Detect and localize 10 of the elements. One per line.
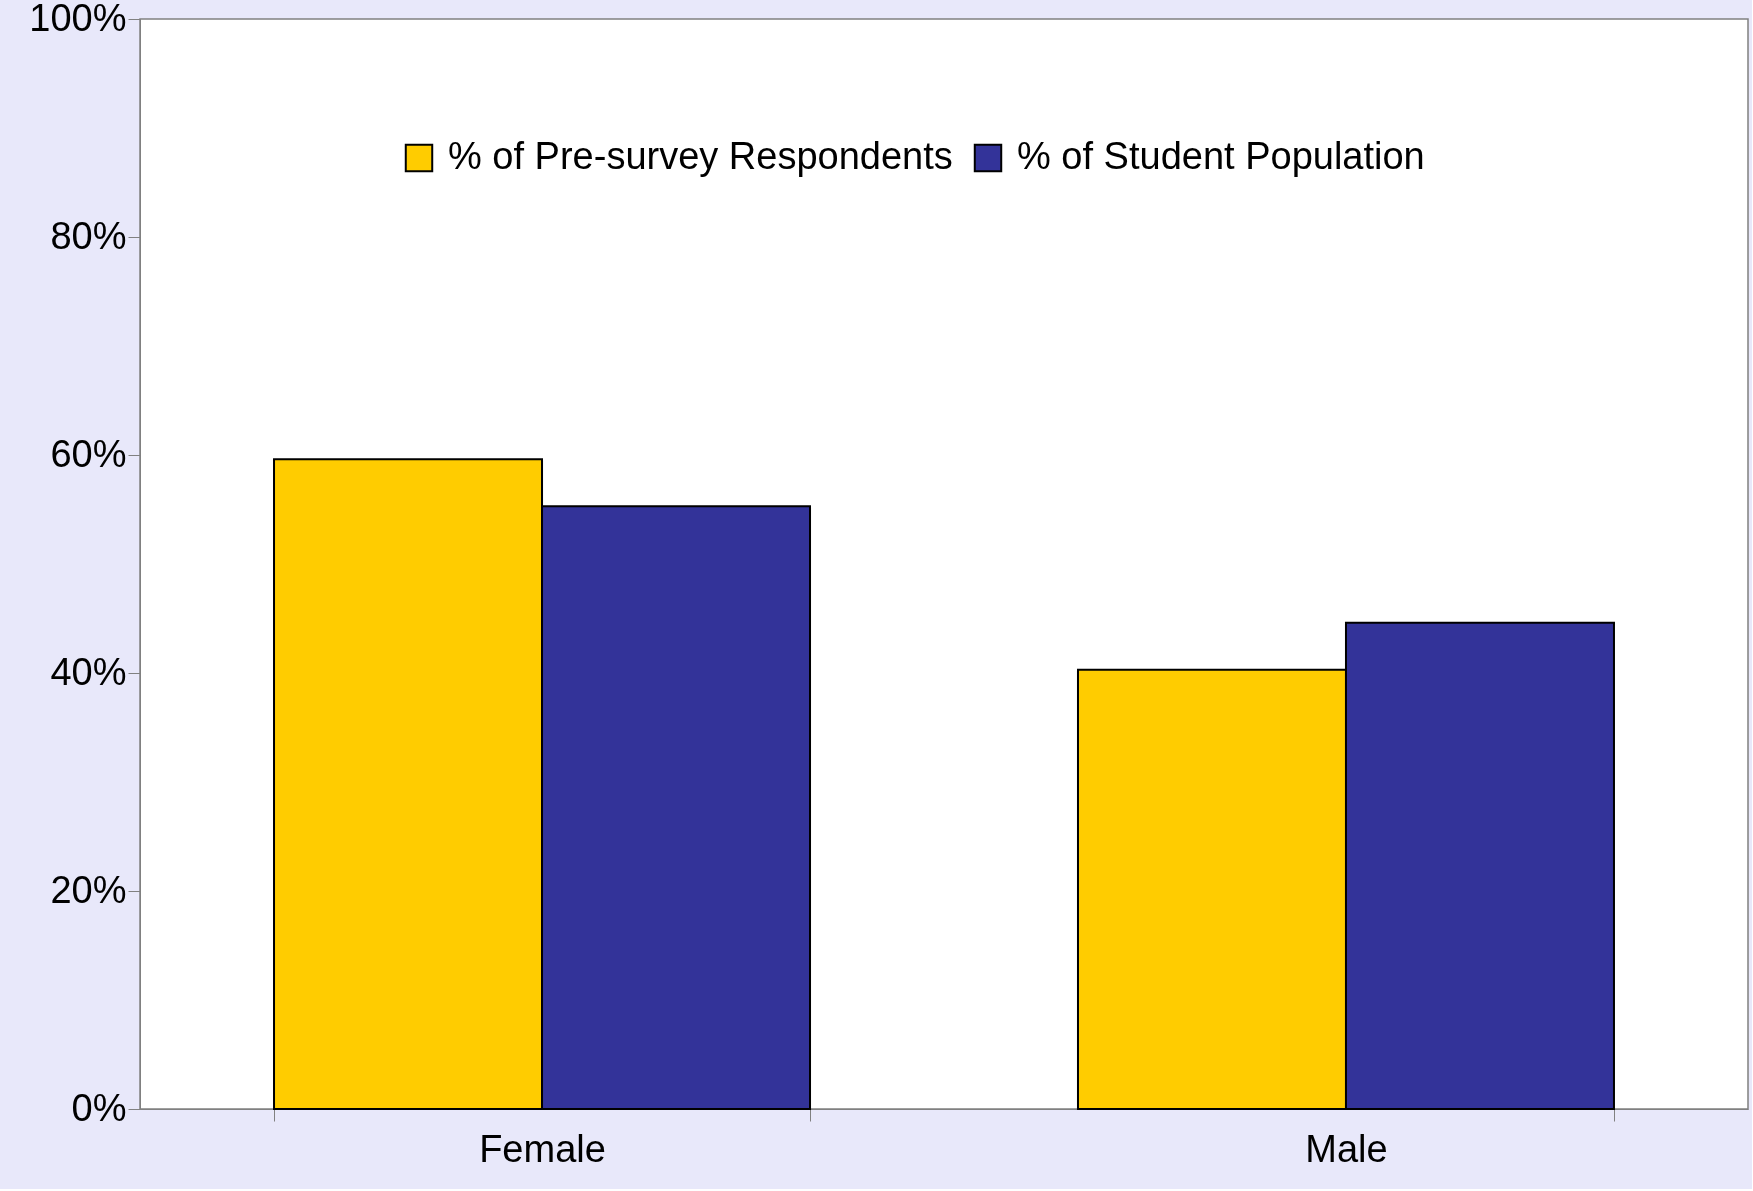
y-tick-label: 80% (50, 214, 127, 257)
y-tick-label: 20% (50, 868, 127, 911)
x-tick-label: Female (479, 1127, 606, 1170)
y-tick-label: 0% (71, 1086, 127, 1129)
y-tick-label: 60% (50, 432, 127, 475)
y-tick-label: 40% (50, 650, 127, 693)
legend-label: % of Pre-survey Respondents (448, 135, 953, 177)
y-tick-label: 100% (29, 0, 127, 39)
x-tick-label: Male (1305, 1127, 1388, 1170)
legend-label: % of Student Population (1017, 135, 1425, 177)
